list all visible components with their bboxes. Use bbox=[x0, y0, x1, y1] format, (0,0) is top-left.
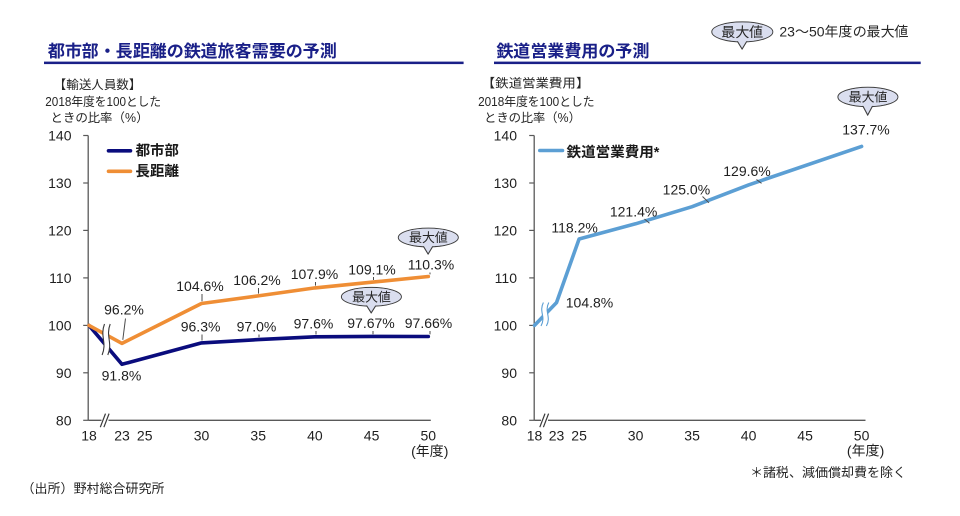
svg-text:都市部・長距離の鉄道旅客需要の予測: 都市部・長距離の鉄道旅客需要の予測 bbox=[48, 42, 337, 61]
svg-text:80: 80 bbox=[56, 413, 72, 429]
svg-text:40: 40 bbox=[307, 428, 323, 444]
svg-text:18: 18 bbox=[81, 428, 97, 444]
svg-text:50: 50 bbox=[421, 428, 437, 444]
svg-text:130: 130 bbox=[48, 175, 72, 191]
svg-text:100: 100 bbox=[494, 318, 518, 334]
svg-text:110.3%: 110.3% bbox=[408, 256, 454, 272]
svg-text:104.8%: 104.8% bbox=[566, 294, 613, 310]
svg-text:最大値: 最大値 bbox=[409, 230, 448, 245]
svg-text:23: 23 bbox=[114, 428, 130, 444]
svg-text:ときの比率（%）: ときの比率（%） bbox=[484, 111, 581, 125]
svg-text:130: 130 bbox=[494, 175, 518, 191]
svg-text:(年度): (年度) bbox=[411, 443, 448, 459]
svg-text:110: 110 bbox=[49, 270, 72, 286]
svg-text:30: 30 bbox=[194, 428, 210, 444]
svg-text:(年度): (年度) bbox=[847, 442, 884, 458]
svg-text:97.0%: 97.0% bbox=[237, 318, 277, 334]
svg-text:90: 90 bbox=[501, 365, 517, 381]
svg-text:23: 23 bbox=[549, 428, 565, 444]
svg-text:109.1%: 109.1% bbox=[348, 261, 395, 277]
svg-text:45: 45 bbox=[364, 428, 380, 444]
svg-text:118.2%: 118.2% bbox=[551, 220, 597, 236]
svg-text:最大値: 最大値 bbox=[848, 90, 887, 105]
svg-text:50: 50 bbox=[854, 428, 870, 444]
svg-text:96.3%: 96.3% bbox=[181, 318, 221, 334]
svg-text:ときの比率（%）: ときの比率（%） bbox=[51, 111, 149, 125]
svg-text:80: 80 bbox=[501, 413, 517, 429]
svg-text:35: 35 bbox=[250, 428, 266, 444]
svg-text:23〜50年度の最大値: 23〜50年度の最大値 bbox=[779, 24, 908, 40]
svg-text:90: 90 bbox=[56, 365, 72, 381]
svg-text:120: 120 bbox=[48, 223, 72, 239]
svg-text:【鉄道営業費用】: 【鉄道営業費用】 bbox=[482, 77, 590, 91]
svg-text:106.2%: 106.2% bbox=[233, 272, 280, 288]
svg-text:97.67%: 97.67% bbox=[347, 315, 394, 331]
svg-text:2018年度を100とした: 2018年度を100とした bbox=[45, 95, 161, 109]
svg-text:45: 45 bbox=[797, 428, 813, 444]
svg-text:長距離: 長距離 bbox=[136, 163, 180, 180]
svg-text:最大値: 最大値 bbox=[721, 24, 763, 40]
svg-text:【輸送人員数】: 【輸送人員数】 bbox=[54, 78, 142, 92]
svg-text:91.8%: 91.8% bbox=[102, 367, 142, 383]
svg-text:97.66%: 97.66% bbox=[405, 315, 452, 331]
svg-text:40: 40 bbox=[741, 428, 757, 444]
svg-text:140: 140 bbox=[48, 128, 72, 144]
svg-text:2018年度を100とした: 2018年度を100とした bbox=[478, 95, 594, 109]
svg-text:110: 110 bbox=[495, 270, 518, 286]
svg-text:（出所）野村総合研究所: （出所）野村総合研究所 bbox=[22, 481, 165, 496]
svg-text:97.6%: 97.6% bbox=[294, 315, 334, 331]
svg-text:鉄道営業費用の予測: 鉄道営業費用の予測 bbox=[496, 42, 649, 61]
svg-text:107.9%: 107.9% bbox=[291, 266, 338, 282]
svg-text:25: 25 bbox=[571, 428, 587, 444]
svg-text:25: 25 bbox=[137, 428, 153, 444]
svg-text:18: 18 bbox=[527, 428, 543, 444]
svg-text:鉄道営業費用*: 鉄道営業費用* bbox=[566, 144, 660, 161]
svg-text:137.7%: 137.7% bbox=[842, 121, 889, 137]
svg-text:120: 120 bbox=[494, 223, 518, 239]
svg-text:都市部: 都市部 bbox=[136, 143, 180, 160]
svg-text:30: 30 bbox=[628, 428, 644, 444]
svg-text:140: 140 bbox=[494, 128, 518, 144]
svg-text:129.6%: 129.6% bbox=[723, 163, 770, 179]
svg-text:96.2%: 96.2% bbox=[104, 301, 144, 317]
svg-text:＊諸税、減価償却費を除く: ＊諸税、減価償却費を除く bbox=[750, 465, 906, 480]
svg-text:104.6%: 104.6% bbox=[176, 278, 223, 294]
svg-text:100: 100 bbox=[48, 318, 72, 334]
svg-text:35: 35 bbox=[684, 428, 700, 444]
svg-text:125.0%: 125.0% bbox=[663, 182, 710, 198]
svg-text:最大値: 最大値 bbox=[352, 290, 391, 305]
svg-text:121.4%: 121.4% bbox=[610, 203, 657, 219]
